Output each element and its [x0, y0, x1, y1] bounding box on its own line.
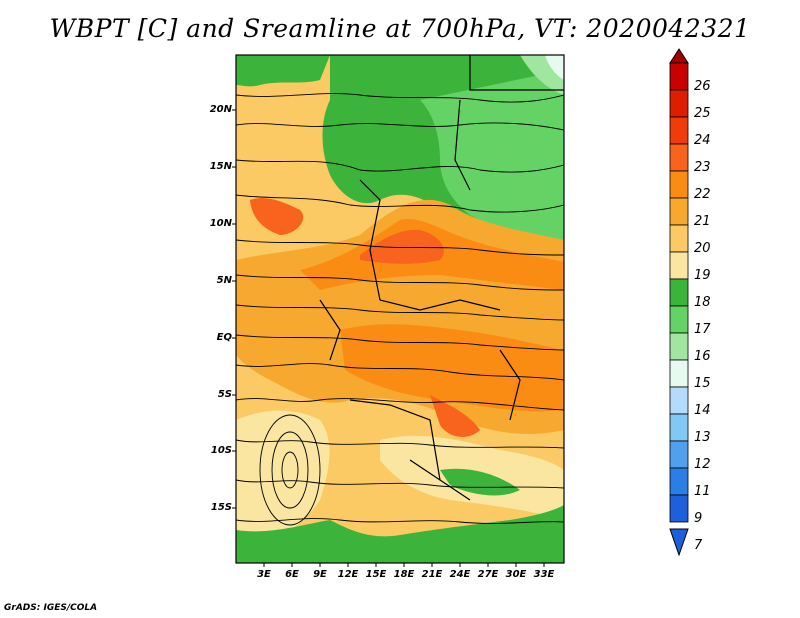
lon-label: 24E — [449, 569, 471, 580]
lon-label: 21E — [421, 569, 443, 580]
lon-label: 18E — [393, 569, 415, 580]
streamlines — [236, 93, 564, 526]
lon-label: 27E — [477, 569, 499, 580]
colorbar-label: 20 — [694, 241, 711, 256]
axis-ticks — [232, 109, 545, 567]
colorbar-label: 25 — [694, 106, 711, 121]
map-frame — [235, 54, 565, 564]
colorbar-label: 7 — [694, 538, 703, 553]
colorbar-label: 9 — [694, 511, 703, 526]
lon-label: 6E — [285, 569, 299, 580]
lon-label: 33E — [533, 569, 555, 580]
colorbar-label: 26 — [694, 79, 711, 94]
colorbar-label: 13 — [694, 430, 711, 445]
colorbar-label: 24 — [694, 133, 711, 148]
colorbar-swatch — [669, 413, 689, 442]
colorbar-label: 17 — [694, 322, 711, 337]
lat-label: 10N — [209, 218, 232, 229]
colorbar-label: 16 — [694, 349, 711, 364]
lon-label: 3E — [257, 569, 271, 580]
colorbar-label: 23 — [694, 160, 711, 175]
lat-label: EQ — [216, 332, 232, 343]
wbpt-17-south — [236, 505, 564, 563]
colorbar-label: 11 — [694, 484, 711, 499]
lat-label: 15S — [210, 502, 232, 513]
colorbar-label: 21 — [694, 214, 711, 229]
wbpt-21-south — [340, 324, 564, 412]
colorbar-swatch — [669, 143, 689, 172]
wbpt-14-region — [545, 55, 564, 80]
colorbar-label: 22 — [694, 187, 711, 202]
lon-label: 15E — [365, 569, 387, 580]
colorbar-swatch — [669, 440, 689, 469]
colorbar-swatch — [669, 332, 689, 361]
lon-label: 12E — [337, 569, 359, 580]
colorbar-swatch — [669, 278, 689, 307]
lat-label: 15N — [209, 161, 232, 172]
lon-label: 30E — [505, 569, 527, 580]
colorbar-label: 15 — [694, 376, 711, 391]
country-borders — [319, 55, 564, 501]
colorbar-swatch — [669, 359, 689, 388]
colorbar-swatch — [669, 116, 689, 145]
lat-label: 5S — [217, 389, 232, 400]
colorbar-swatch — [669, 224, 689, 253]
wbpt-17-nw — [236, 55, 330, 87]
lat-label: 5N — [216, 275, 232, 286]
colorbar-label: 14 — [694, 403, 711, 418]
colorbar — [669, 48, 689, 557]
wbpt-22-core — [360, 229, 444, 264]
colorbar-swatch — [669, 197, 689, 226]
colorbar-lower-arrow — [669, 528, 689, 557]
map-field — [236, 55, 564, 563]
lat-label: 20N — [209, 104, 232, 115]
colorbar-swatch — [669, 494, 689, 523]
colorbar-upper-arrow — [669, 48, 689, 64]
lat-label: 10S — [210, 445, 232, 456]
lon-label: 9E — [313, 569, 327, 580]
colorbar-label: 19 — [694, 268, 711, 283]
colorbar-swatch — [669, 62, 689, 91]
colorbar-swatch — [669, 89, 689, 118]
wbpt-16-region — [420, 70, 564, 250]
colorbar-label: 12 — [694, 457, 711, 472]
wbpt-22-west — [250, 198, 304, 235]
wbpt-17-east — [440, 468, 520, 496]
colorbar-swatch — [669, 251, 689, 280]
colorbar-swatch — [669, 170, 689, 199]
chart-title: WBPT [C] and Sreamline at 700hPa, VT: 20… — [49, 14, 751, 43]
wbpt-22-south — [430, 395, 480, 437]
colorbar-swatch — [669, 467, 689, 496]
colorbar-swatch — [669, 305, 689, 334]
colorbar-label: 18 — [694, 295, 711, 310]
grads-credit: GrADS: IGES/COLA — [4, 603, 98, 613]
colorbar-swatch — [669, 386, 689, 415]
